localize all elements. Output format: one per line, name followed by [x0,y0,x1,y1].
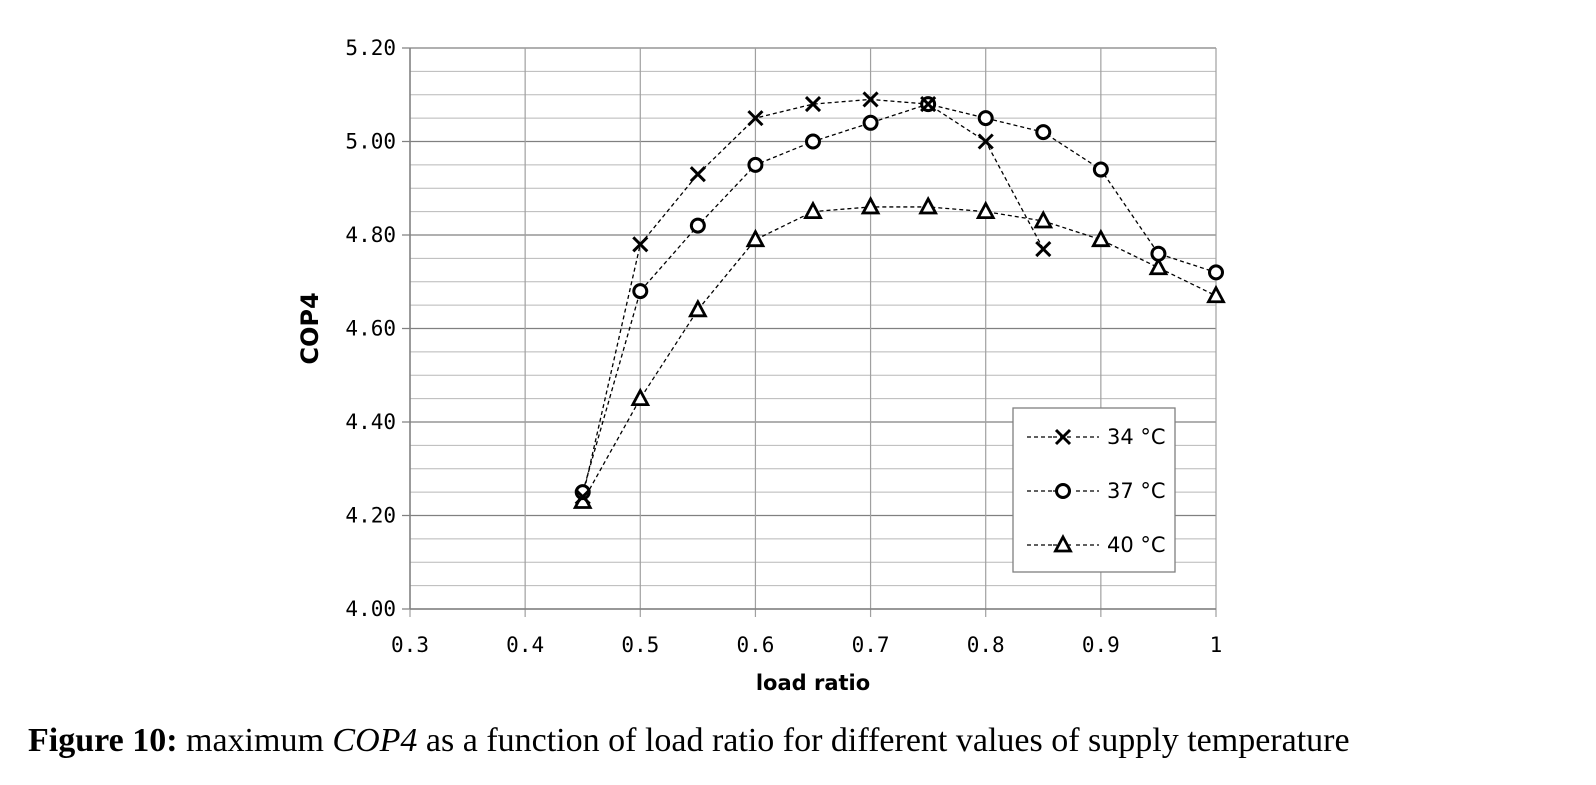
cop4-load-ratio-chart: 4.00 4.20 4.40 4.60 4.80 5.00 5.20 0.3 0.4 0.5 0.6… [296,20,1246,705]
x-tick-label: 0.9 [1082,633,1120,657]
x-tick-label: 1 [1210,633,1223,657]
data-point-circle [862,114,879,131]
x-tick-label: 0.7 [852,633,890,657]
data-point-triangle [688,298,708,318]
marker-stroke [689,166,706,183]
data-point-x [632,236,649,253]
data-point-triangle [630,387,651,407]
caption-italic-term: COP4 [332,722,418,759]
y-axis-title: COP4 [296,292,324,364]
data-point-triangle [1148,256,1169,276]
data-point-circle [747,156,764,173]
marker-stroke [574,488,591,505]
y-tick-label: 4.80 [345,223,396,247]
x-tick-label: 0.6 [736,633,774,657]
legend-marker-triangle [1053,534,1073,553]
x-tick-label: 0.5 [621,633,659,657]
series-line [582,103,1217,493]
series-layer [572,91,1226,509]
data-point-circle [977,110,994,127]
data-point-circle [1092,161,1109,178]
marker-stroke [1035,240,1052,258]
data-point-circle [805,133,821,150]
data-point-x [920,96,937,113]
data-point-triangle [918,195,938,215]
x-tick-label: 0.8 [967,633,1005,657]
marker-stroke [804,96,822,113]
data-point-x [689,166,706,183]
y-tick-label: 5.00 [345,130,396,154]
x-tick-label: 0.4 [506,633,544,657]
series-markers [572,195,1226,509]
data-point-triangle [975,200,996,220]
legend-label: 40 °C [1107,533,1166,557]
chart-background [296,20,1246,705]
marker-stroke [862,91,879,108]
legend-label: 34 °C [1107,425,1166,449]
x-tick-label: 0.3 [391,633,429,657]
data-point-x [747,110,764,127]
data-point-circle [632,283,649,300]
legend-marker-circle [1055,483,1071,499]
data-point-x [977,133,994,150]
data-point-x [862,91,879,108]
series-markers [574,91,1052,505]
y-tick-label: 4.60 [345,317,396,341]
caption-text-after: as a function of load ratio for differen… [417,722,1350,759]
data-point-triangle [1033,210,1054,229]
y-tick-label: 4.00 [345,597,396,621]
marker-stroke [747,110,764,127]
legend: 34 °C 37 °C 40 °C [1012,407,1176,573]
series-line [582,98,1044,497]
data-point-circle [1208,264,1224,281]
marker-stroke [920,96,937,113]
axes: 4.00 4.20 4.40 4.60 4.80 5.00 5.20 0.3 0.4 0.5 0.6… [296,36,1222,695]
y-tick-label: 5.20 [345,36,396,60]
data-point-triangle [745,228,766,248]
data-point-x [804,96,822,113]
y-tick-label: 4.20 [345,504,396,528]
marker-stroke [977,133,994,150]
caption-lead: Figure 10: [28,722,178,759]
y-tick-label: 4.40 [345,410,396,434]
data-point-triangle [1206,284,1226,304]
legend-label: 37 °C [1107,479,1166,503]
data-point-circle [1035,124,1052,141]
series-line [582,206,1217,502]
x-axis-title: load ratio [756,671,870,695]
caption-text-before: maximum [177,722,333,759]
marker-stroke [1054,428,1072,446]
legend-marker-x [1054,428,1072,446]
data-point-triangle [803,200,823,220]
series-markers [574,96,1224,501]
marker-stroke [632,236,649,253]
data-point-x [1035,240,1052,258]
figure-caption: Figure 10: maximum COP4 as a function of… [28,722,1588,760]
data-point-circle [1150,245,1167,262]
data-point-circle [689,217,706,234]
data-point-triangle [1091,228,1111,248]
data-point-triangle [860,195,881,215]
data-point-x [574,488,591,505]
grid-lines [402,47,1217,617]
